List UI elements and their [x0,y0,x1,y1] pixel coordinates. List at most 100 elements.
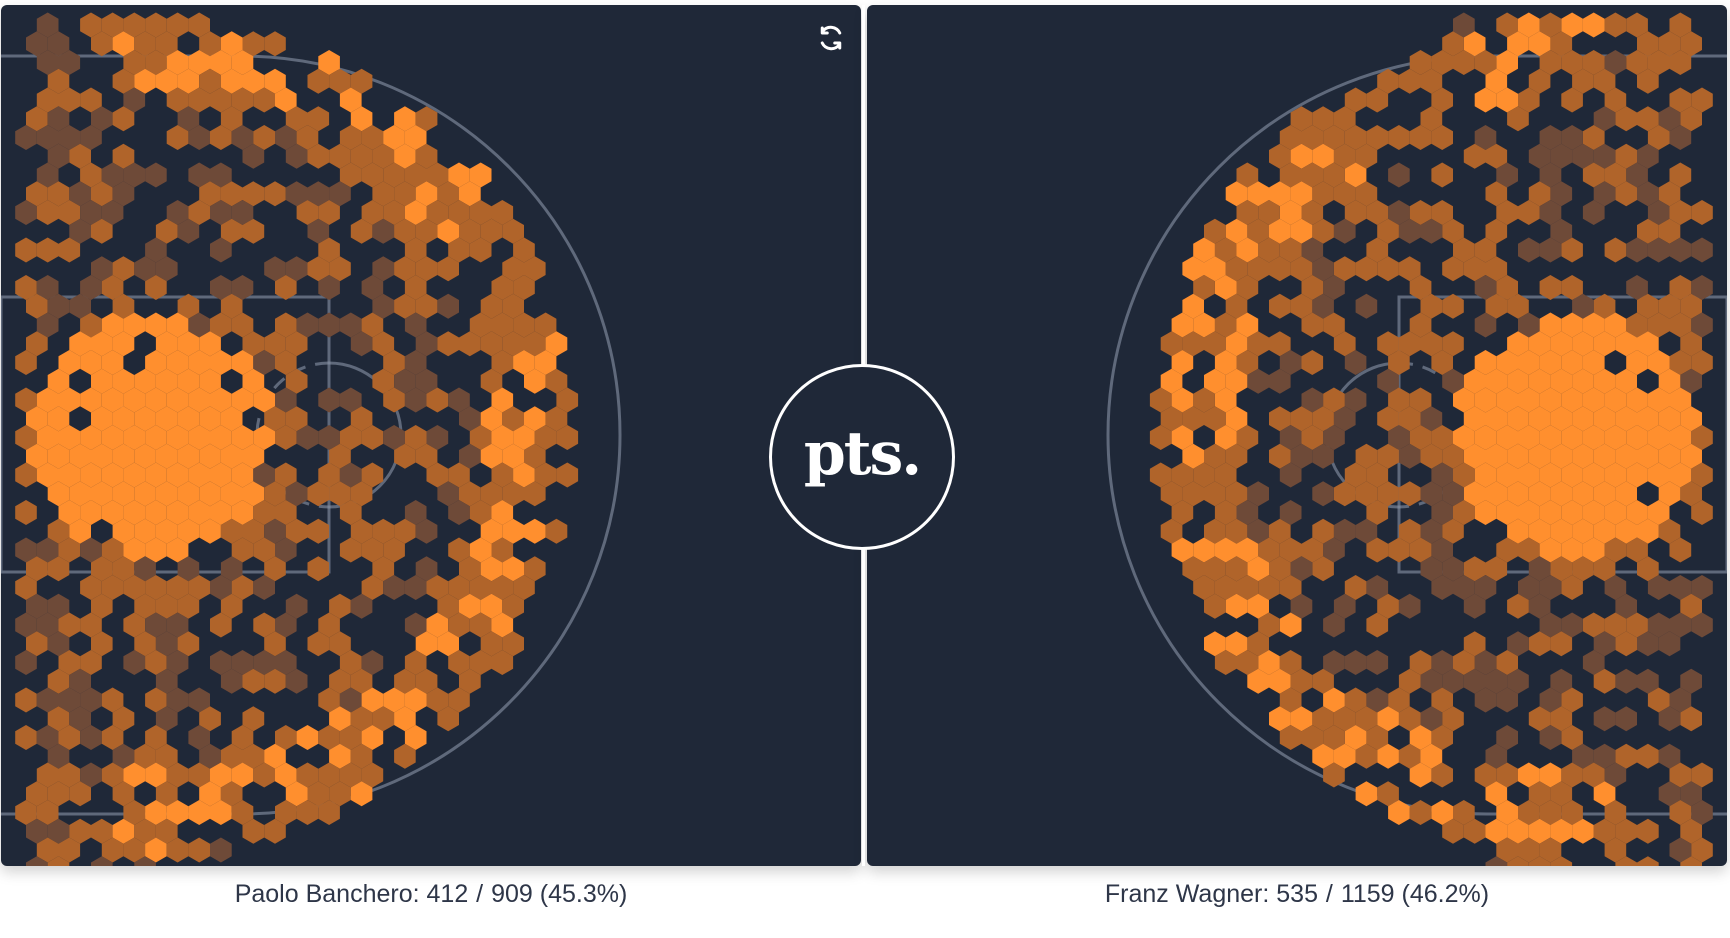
hexbin-cell [1593,68,1616,94]
hexbin-cell [80,537,102,563]
hexbin-cell [285,593,308,619]
hexbin-cell [177,106,200,132]
hexbin-cell [134,556,156,582]
hexbin-cell [459,181,481,207]
hexbin-cell [91,818,113,844]
hexbin-cell [1518,200,1540,225]
hexbin-cell [112,106,135,132]
hexbin-cell [58,50,81,75]
hexbin-cell [1214,537,1237,563]
hexbin-cell [1193,462,1215,488]
hexbin-cell [1236,350,1259,375]
hexbin-cell [1669,12,1692,38]
hexbin-cell [242,743,265,769]
hexbin-cell [1485,256,1508,282]
hexbin-cell [112,781,135,807]
hexbin-cell [404,687,427,713]
hexbin-cell [1269,331,1291,357]
hexbin-cell [1582,387,1605,413]
hexbin-cell [1312,481,1334,507]
hexbin-cell [1582,537,1605,563]
hexbin-cell [1582,762,1605,788]
hexbin-cell [47,406,70,432]
hexbin-cell [199,331,221,357]
hexbin-cell [220,218,243,244]
hexbin-cell [1431,800,1453,825]
hexbin-cell [1496,387,1518,413]
hexbin-cell [1485,293,1508,319]
hexbin-cell [1669,387,1692,413]
hexbin-cell [404,612,427,638]
hexbin-cell [134,856,156,866]
hexbin-cell [1604,800,1627,825]
hexbin-cell [1615,818,1637,844]
hexbin-cell [1333,406,1356,432]
hexbin-cell [91,368,113,394]
hexbin-cell [231,350,254,375]
hexbin-cell [1420,481,1443,507]
hexbin-cell [145,687,167,713]
hexbin-cell [220,181,243,207]
hexbin-cell [26,818,48,844]
hexbin-cell [459,556,481,582]
hexbin-cell [1647,125,1670,150]
hexbin-cell [69,818,91,844]
hexbin-cell [1539,575,1562,600]
hexbin-cell [524,331,546,357]
player-name: Paolo Banchero [234,880,413,908]
hexbin-cell [36,312,59,338]
hexbin-cell [188,687,210,713]
hexbin-cell [1323,725,1345,750]
hexbin-cell [1366,650,1389,675]
hexbin-cell [1507,818,1529,844]
refresh-icon[interactable] [816,23,846,53]
hexbin-cell [1626,312,1648,338]
hexbin-cell [1669,162,1692,188]
hexbin-cell [210,650,232,675]
hexbin-cell [1431,462,1453,488]
hexbin-cell [15,612,37,638]
hexbin-cell [361,462,384,488]
hexbin-cell [1333,106,1356,132]
hexbin-cell [253,462,275,488]
hexbin-cell [1496,500,1518,525]
hexbin-cell [459,668,481,694]
hexbin-cell [524,406,546,432]
hexbin-cell [1539,687,1562,713]
hexbin-cell [123,575,146,600]
hexbin-cell [329,706,351,732]
hexbin-cell [1377,68,1399,94]
hexbin-cell [1518,312,1540,338]
hexbin-cell [47,481,70,507]
hexbin-cell [177,218,200,244]
hexbin-cell [275,537,297,563]
hexbin-cell [1604,425,1627,450]
hexbin-cell [1658,406,1681,432]
hexbin-cell [26,781,48,807]
hexbin-cell [545,331,568,357]
hexbin-cell [1647,687,1670,713]
hexbin-cell [1279,462,1302,488]
hexbin-cell [1204,256,1226,282]
hexbin-cell [1496,162,1518,188]
hexbin-cell [1680,331,1702,357]
hexbin-cell [1420,743,1443,769]
hexbin-cell [155,218,178,244]
hexbin-cell [426,200,449,225]
hexbin-cell [1225,593,1248,619]
hexbin-cell [1572,293,1594,319]
hexbin-cell [1550,31,1573,57]
hexbin-cell [350,481,373,507]
hexbin-cell [502,218,524,244]
hexbin-cell [253,650,275,675]
hexbin-cell [15,387,37,413]
hexbin-cell [58,762,81,788]
hexbin-cell [1637,818,1659,844]
hexbin-cell [534,462,557,488]
hexbin-cell [404,125,427,150]
hexbin-cell [36,762,59,788]
hexbin-cell [1691,762,1713,788]
hexbin-cell [1528,443,1551,469]
hexbin-cell [1182,293,1204,319]
hexbin-cell [383,687,405,713]
